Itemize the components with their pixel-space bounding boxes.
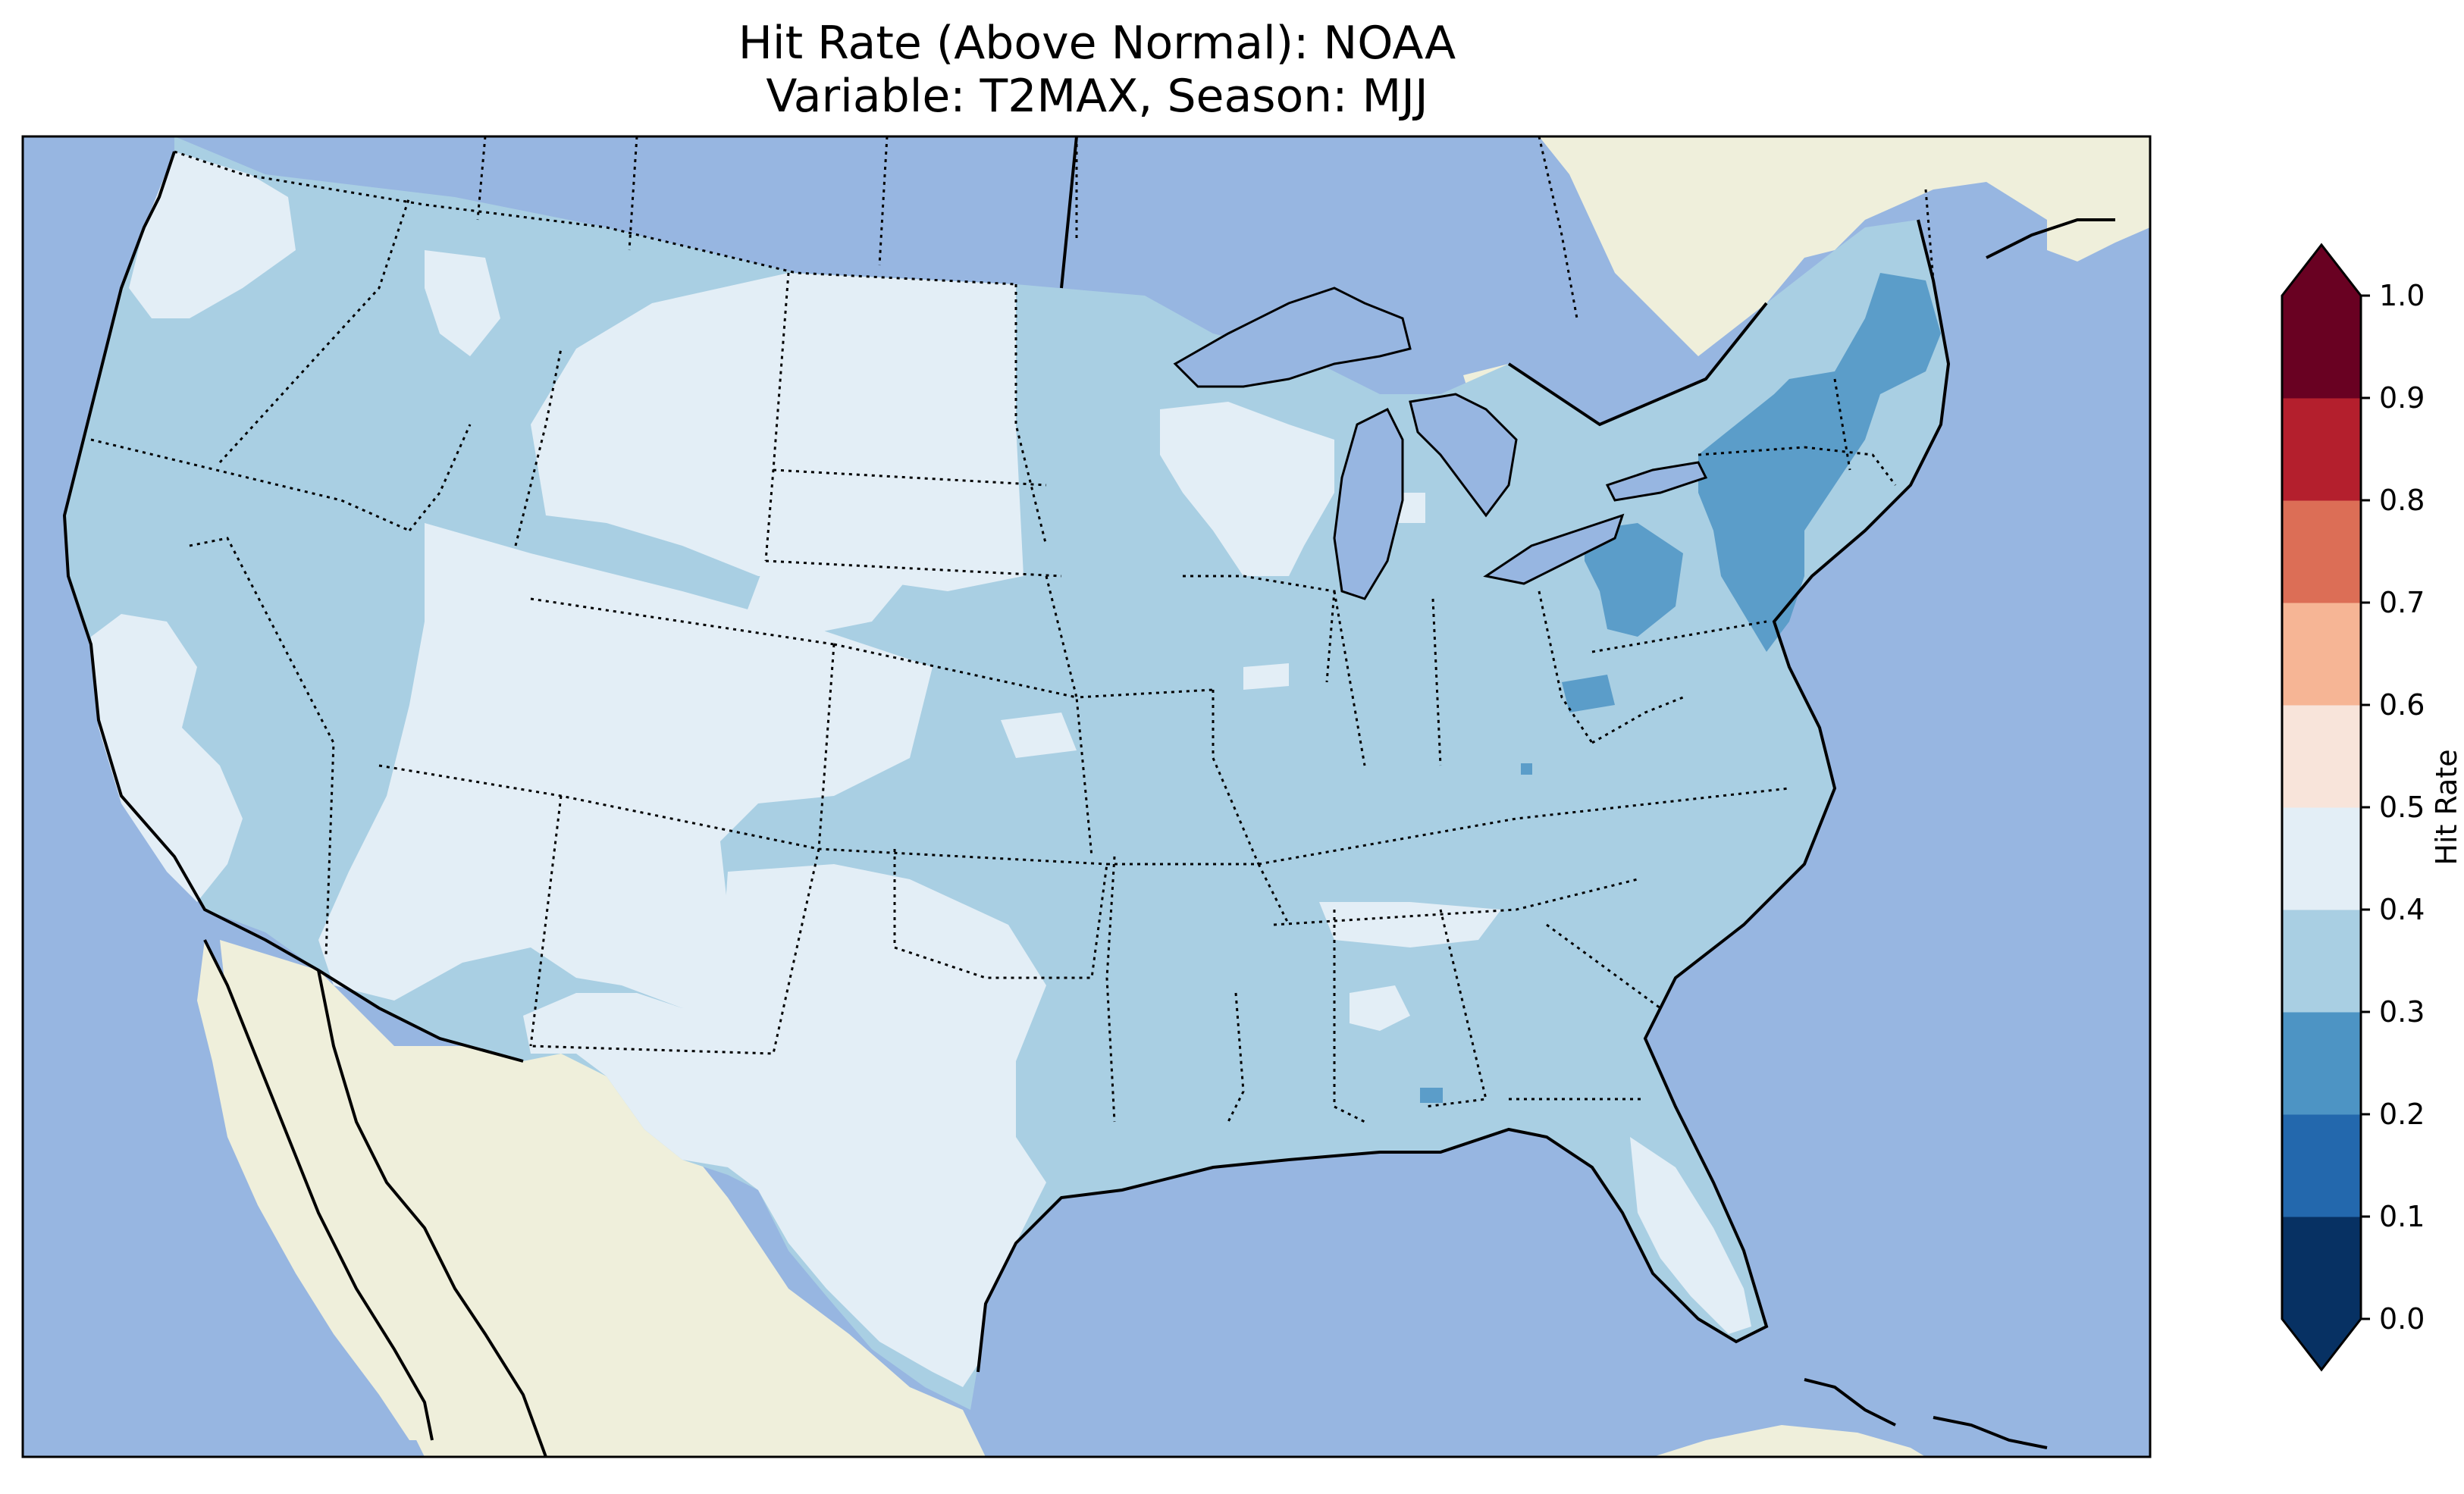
cuba-land [1653,1425,1926,1457]
colorbar-bin-1 [2282,1114,2361,1217]
colorbar-bin-5 [2282,705,2361,808]
region-wisconsin [1160,402,1334,576]
region-alabama-dot [1420,1088,1443,1103]
region-montana-west [425,250,500,356]
region-new-england-midatlantic [1698,273,1941,652]
region-southwest [318,523,933,1008]
canada-land [174,136,2150,356]
lakes [1175,288,1706,599]
region-oklahoma-patch [1001,713,1077,758]
title-line-2: Variable: T2MAX, Season: MJJ [766,70,1428,123]
hit-rate-0.4-0.5-regions [91,152,1751,1387]
colorbar-tick-label: 0.3 [2379,995,2425,1029]
colorbar-tick-label: 0.1 [2379,1200,2425,1233]
colorbar: 0.0 0.1 0.2 0.3 0.4 0.5 0.6 0.7 0.8 0.9 1.0 Hit Ra… [2281,243,2463,1372]
map-frame [21,135,2152,1458]
colorbar-label: Hit Rate [2430,749,2463,865]
colorbar-tick-label: 0.0 [2379,1302,2425,1336]
colorbar-tick-label: 1.0 [2379,279,2425,312]
colorbar-under-extension [2282,1319,2361,1370]
region-western-pennsylvania [1585,523,1683,637]
colorbar-over-extension [2282,245,2361,296]
title-line-1: Hit Rate (Above Normal): NOAA [738,17,1456,70]
colorbar-bin-3 [2282,910,2361,1013]
colorbar-bin-4 [2282,807,2361,910]
lake-ontario [1607,462,1706,500]
region-illinois-patch [1243,663,1289,690]
colorbar-tick-label: 0.7 [2379,586,2425,619]
lake-outlines [1173,287,1708,600]
hit-rate-0.2-0.3-regions [1420,273,1941,1103]
lake-huron [1410,394,1516,515]
region-mississippi-patch [1350,985,1410,1031]
map-panel [23,136,2150,1457]
region-virginia-dot [1521,763,1532,775]
colorbar-tick-label: 0.9 [2379,381,2425,415]
coastlines [62,136,2115,1457]
colorbar-bin-9 [2282,296,2361,399]
state-borders [90,136,1935,1123]
colorbar-tick-label: 0.5 [2379,791,2425,824]
lake-erie [1486,515,1622,584]
region-nebraska-strip [743,561,910,637]
region-washington-coast [129,152,296,318]
colorbar-ticks: 0.0 0.1 0.2 0.3 0.4 0.5 0.6 0.7 0.8 0.9 1.0 [2361,279,2425,1336]
region-california-coast [91,614,243,902]
colorbar-tick-label: 0.2 [2379,1098,2425,1131]
colorbar-bin-7 [2282,500,2361,603]
colorbar-bin-6 [2282,603,2361,706]
colorbar-tick-label: 0.6 [2379,688,2425,722]
colorbar-tick-label: 0.8 [2379,484,2425,517]
chart-title: Hit Rate (Above Normal): NOAA Variable: … [23,17,2171,123]
mexico-land [220,940,986,1457]
colorbar-tick-label: 0.4 [2379,893,2425,926]
baja-california-land [197,940,432,1440]
lake-michigan [1334,409,1403,599]
region-west-virginia-patch [1562,675,1615,713]
region-florida-peninsula [1630,1137,1751,1334]
region-texas [523,864,1046,1387]
colorbar-bin-2 [2282,1012,2361,1115]
colorbar-bin-8 [2282,398,2361,501]
colorbar-bins [2282,296,2361,1320]
lake-superior [1175,288,1410,387]
colorbar-bin-0 [2282,1217,2361,1320]
nova-scotia-land [2047,205,2150,262]
